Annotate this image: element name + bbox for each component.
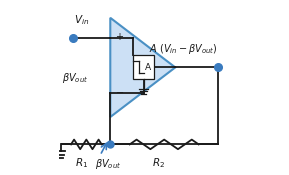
Text: $-$: $-$ (114, 86, 124, 96)
Polygon shape (110, 18, 175, 117)
Text: +: + (114, 32, 123, 42)
Bar (134, 55, 154, 79)
Text: $A\ (V_{in}-\beta V_{out})$: $A\ (V_{in}-\beta V_{out})$ (149, 42, 217, 56)
Text: $\beta V_{out}$: $\beta V_{out}$ (62, 71, 89, 85)
Text: $R_2$: $R_2$ (152, 156, 165, 170)
Text: $R_1$: $R_1$ (75, 156, 88, 170)
Text: A: A (145, 63, 151, 72)
Text: $V_{in}$: $V_{in}$ (73, 13, 89, 27)
Text: $\beta V_{out}$: $\beta V_{out}$ (95, 157, 122, 171)
